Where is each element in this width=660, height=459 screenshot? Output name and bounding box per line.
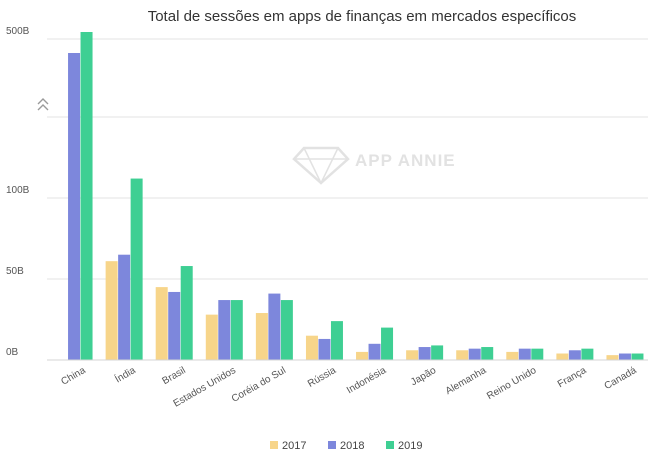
- x-tick-label-11: Canadá: [603, 365, 639, 392]
- bar-2017-1: [105, 261, 118, 360]
- bar-2017-10: [556, 353, 569, 360]
- watermark: APP ANNIE: [292, 146, 456, 185]
- bar-2018-11: [618, 353, 631, 360]
- legend-label-2018: 2018: [340, 440, 364, 452]
- bar-2019-2: [180, 266, 193, 360]
- watermark-logo-icon: [292, 146, 350, 185]
- legend-swatch-2018: [328, 441, 336, 449]
- bar-2019-9: [531, 348, 544, 360]
- bar-2018-7: [418, 347, 431, 360]
- x-tick-label-1: Índia: [112, 363, 138, 385]
- legend-swatch-2017: [270, 441, 278, 449]
- watermark-text: APP ANNIE: [355, 151, 456, 170]
- x-tick-label-2: Brasil: [161, 365, 188, 387]
- bar-2019-7: [431, 345, 444, 360]
- x-tick-label-5: Rússia: [306, 365, 338, 390]
- chart-title: Total de sessões em apps de finanças em …: [148, 8, 577, 25]
- bar-2018-5: [318, 338, 331, 360]
- bar-2017-7: [406, 350, 419, 360]
- x-tick-label-6: Indonésia: [345, 365, 388, 396]
- x-tick-label-10: França: [556, 365, 589, 390]
- x-tick-label-9: Reino Unido: [485, 365, 539, 402]
- bar-2018-0: [68, 53, 81, 360]
- x-tick-label-8: Alemanha: [444, 365, 489, 397]
- y-tick-label-0: 0B: [6, 347, 19, 358]
- legend-swatch-2019: [386, 441, 394, 449]
- bar-2019-0: [80, 32, 93, 360]
- bar-2017-3: [205, 314, 218, 360]
- bar-2017-11: [606, 355, 619, 360]
- bar-2017-9: [506, 351, 519, 360]
- bar-2019-5: [330, 321, 343, 360]
- bar-2018-8: [468, 348, 481, 360]
- bar-2019-8: [481, 347, 494, 360]
- watermark-logo-facets: [294, 147, 348, 185]
- x-tick-label-7: Japão: [409, 365, 438, 388]
- bar-2018-1: [118, 254, 131, 360]
- bar-2018-10: [568, 350, 581, 360]
- x-tick-label-0: China: [59, 365, 88, 388]
- legend-label-2019: 2019: [398, 440, 422, 452]
- bar-2018-6: [368, 343, 381, 360]
- bar-2019-10: [581, 348, 594, 360]
- axis-break-icon: [37, 98, 49, 111]
- bar-2017-8: [456, 350, 469, 360]
- y-tick-label-1: 50B: [6, 266, 24, 277]
- bar-2019-4: [280, 300, 293, 360]
- x-tick-label-4: Coréia do Sul: [230, 365, 288, 405]
- bar-2018-9: [518, 348, 531, 360]
- bar-2017-2: [155, 287, 168, 360]
- y-tick-label-2: 100B: [6, 185, 30, 196]
- legend-label-2017: 2017: [282, 440, 306, 452]
- bar-2018-4: [268, 293, 281, 360]
- bar-2017-5: [305, 335, 318, 360]
- bar-2017-6: [356, 351, 369, 360]
- bar-2018-2: [168, 291, 181, 360]
- bar-2019-11: [631, 353, 644, 360]
- bar-2017-4: [255, 313, 268, 360]
- bar-2018-3: [218, 300, 231, 360]
- bar-2019-6: [381, 327, 394, 360]
- bar-2019-3: [230, 300, 243, 360]
- bar-2019-1: [130, 178, 143, 360]
- y-tick-label-3: 500B: [6, 26, 30, 37]
